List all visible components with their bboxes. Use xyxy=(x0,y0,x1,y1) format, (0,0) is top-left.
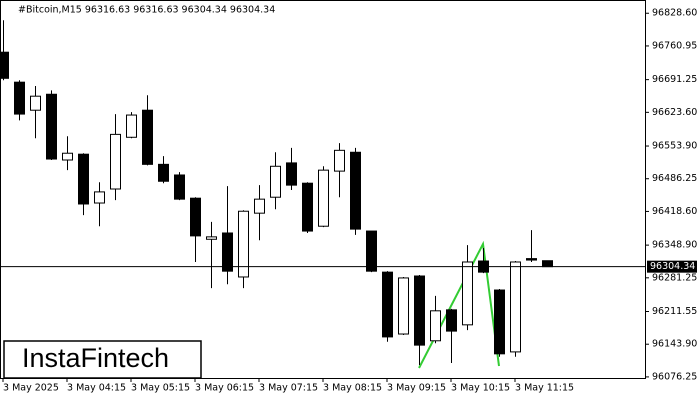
price-label-box xyxy=(647,260,697,273)
x-tick-label: 3 May 11:15 xyxy=(515,383,574,394)
chart-title: #Bitcoin,M15 96316.63 96316.63 96304.34 … xyxy=(18,5,275,16)
candle-body xyxy=(158,163,169,182)
candle-body xyxy=(126,114,137,138)
candle-body xyxy=(430,310,441,342)
candle-body xyxy=(238,210,249,278)
candle-body xyxy=(190,197,201,237)
candle-body xyxy=(510,261,521,353)
y-tick-label: 96076.25 xyxy=(652,371,697,382)
y-tick-label: 96828.60 xyxy=(652,8,697,19)
candle-body xyxy=(350,151,361,230)
candle-body xyxy=(94,191,105,204)
y-tick-label: 96553.90 xyxy=(652,141,697,152)
x-tick-label: 3 May 04:15 xyxy=(67,383,126,394)
candle-body xyxy=(334,149,345,172)
y-tick-label: 96211.55 xyxy=(652,306,697,317)
candle-body xyxy=(254,198,265,214)
candle-body xyxy=(526,258,537,261)
candle-body xyxy=(62,152,73,161)
candle-body xyxy=(222,232,233,272)
y-tick-label: 96486.25 xyxy=(652,173,697,184)
candle-body xyxy=(174,174,185,200)
candle-body xyxy=(46,93,57,160)
candle-body xyxy=(542,260,553,268)
candle-body xyxy=(78,153,89,205)
x-tick-label: 3 May 07:15 xyxy=(259,383,318,394)
x-tick-label: 3 May 05:15 xyxy=(131,383,190,394)
x-tick-label: 3 May 10:15 xyxy=(451,383,510,394)
candle-body xyxy=(494,289,505,355)
x-tick-label: 3 May 06:15 xyxy=(195,383,254,394)
candle-body xyxy=(366,230,377,272)
y-tick-label: 96143.90 xyxy=(652,339,697,350)
candle-body xyxy=(270,165,281,198)
candle-body xyxy=(398,277,409,335)
candle-body xyxy=(14,81,25,115)
candle-body xyxy=(446,309,457,332)
y-tick-label: 96623.60 xyxy=(652,107,697,118)
candle-body xyxy=(142,109,153,165)
watermark-box xyxy=(3,340,202,379)
candle-body xyxy=(286,162,297,186)
candle-body xyxy=(382,271,393,338)
candle-body xyxy=(110,133,121,190)
y-tick-label: 96691.25 xyxy=(652,74,697,85)
x-tick-label: 3 May 09:15 xyxy=(387,383,446,394)
candle-body xyxy=(318,169,329,227)
candle-body xyxy=(0,51,9,79)
candle-body xyxy=(414,275,425,346)
price-label: 96304.34 xyxy=(650,261,695,272)
candle-body xyxy=(462,261,473,326)
candle-body xyxy=(206,236,217,240)
candle-body xyxy=(30,95,41,111)
watermark: InstaFintech xyxy=(22,343,169,373)
y-tick-label: 96348.90 xyxy=(652,240,697,251)
y-tick-label: 96281.25 xyxy=(652,272,697,283)
y-tick-label: 96418.60 xyxy=(652,206,697,217)
x-tick-label: 3 May 2025 xyxy=(3,383,59,394)
candle-body xyxy=(302,182,313,232)
x-tick-label: 3 May 08:15 xyxy=(323,383,382,394)
y-tick-label: 96760.95 xyxy=(652,40,697,51)
